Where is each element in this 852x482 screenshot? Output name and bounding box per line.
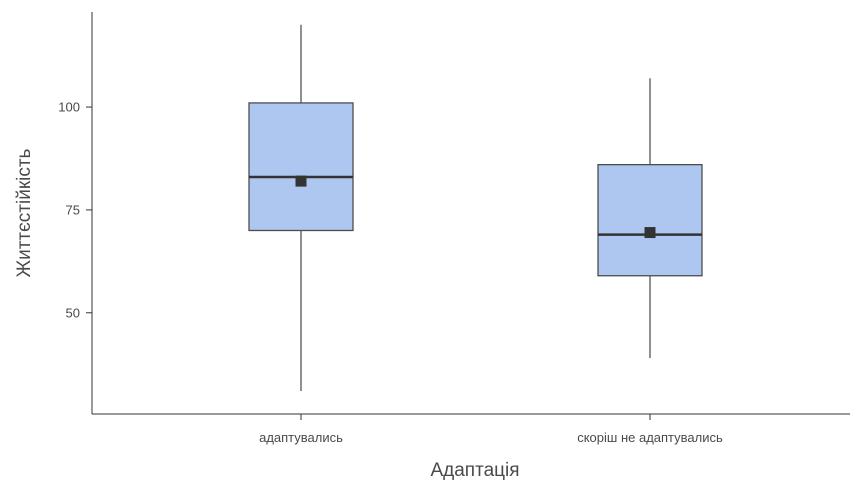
mean-marker bbox=[644, 227, 656, 239]
box-group-group-1 bbox=[248, 24, 354, 391]
x-axis-title: Адаптація bbox=[430, 460, 519, 481]
y-axis-title: Життєстійкість bbox=[14, 148, 35, 277]
y-tick-label: 75 bbox=[66, 202, 80, 217]
mean-marker bbox=[295, 175, 307, 187]
y-tick-label: 50 bbox=[66, 305, 80, 320]
x-tick-label: адаптувались bbox=[259, 430, 343, 445]
y-tick-label: 100 bbox=[58, 100, 80, 115]
iqr-box bbox=[248, 102, 354, 232]
boxes bbox=[248, 24, 703, 391]
box-group-group-2 bbox=[597, 78, 703, 359]
axes bbox=[91, 12, 850, 415]
iqr-box bbox=[597, 164, 703, 277]
x-tick-label: скоріш не адаптувались bbox=[577, 430, 723, 445]
ticks: адаптувались скоріш не адаптувались 50 75 10… bbox=[58, 100, 723, 445]
